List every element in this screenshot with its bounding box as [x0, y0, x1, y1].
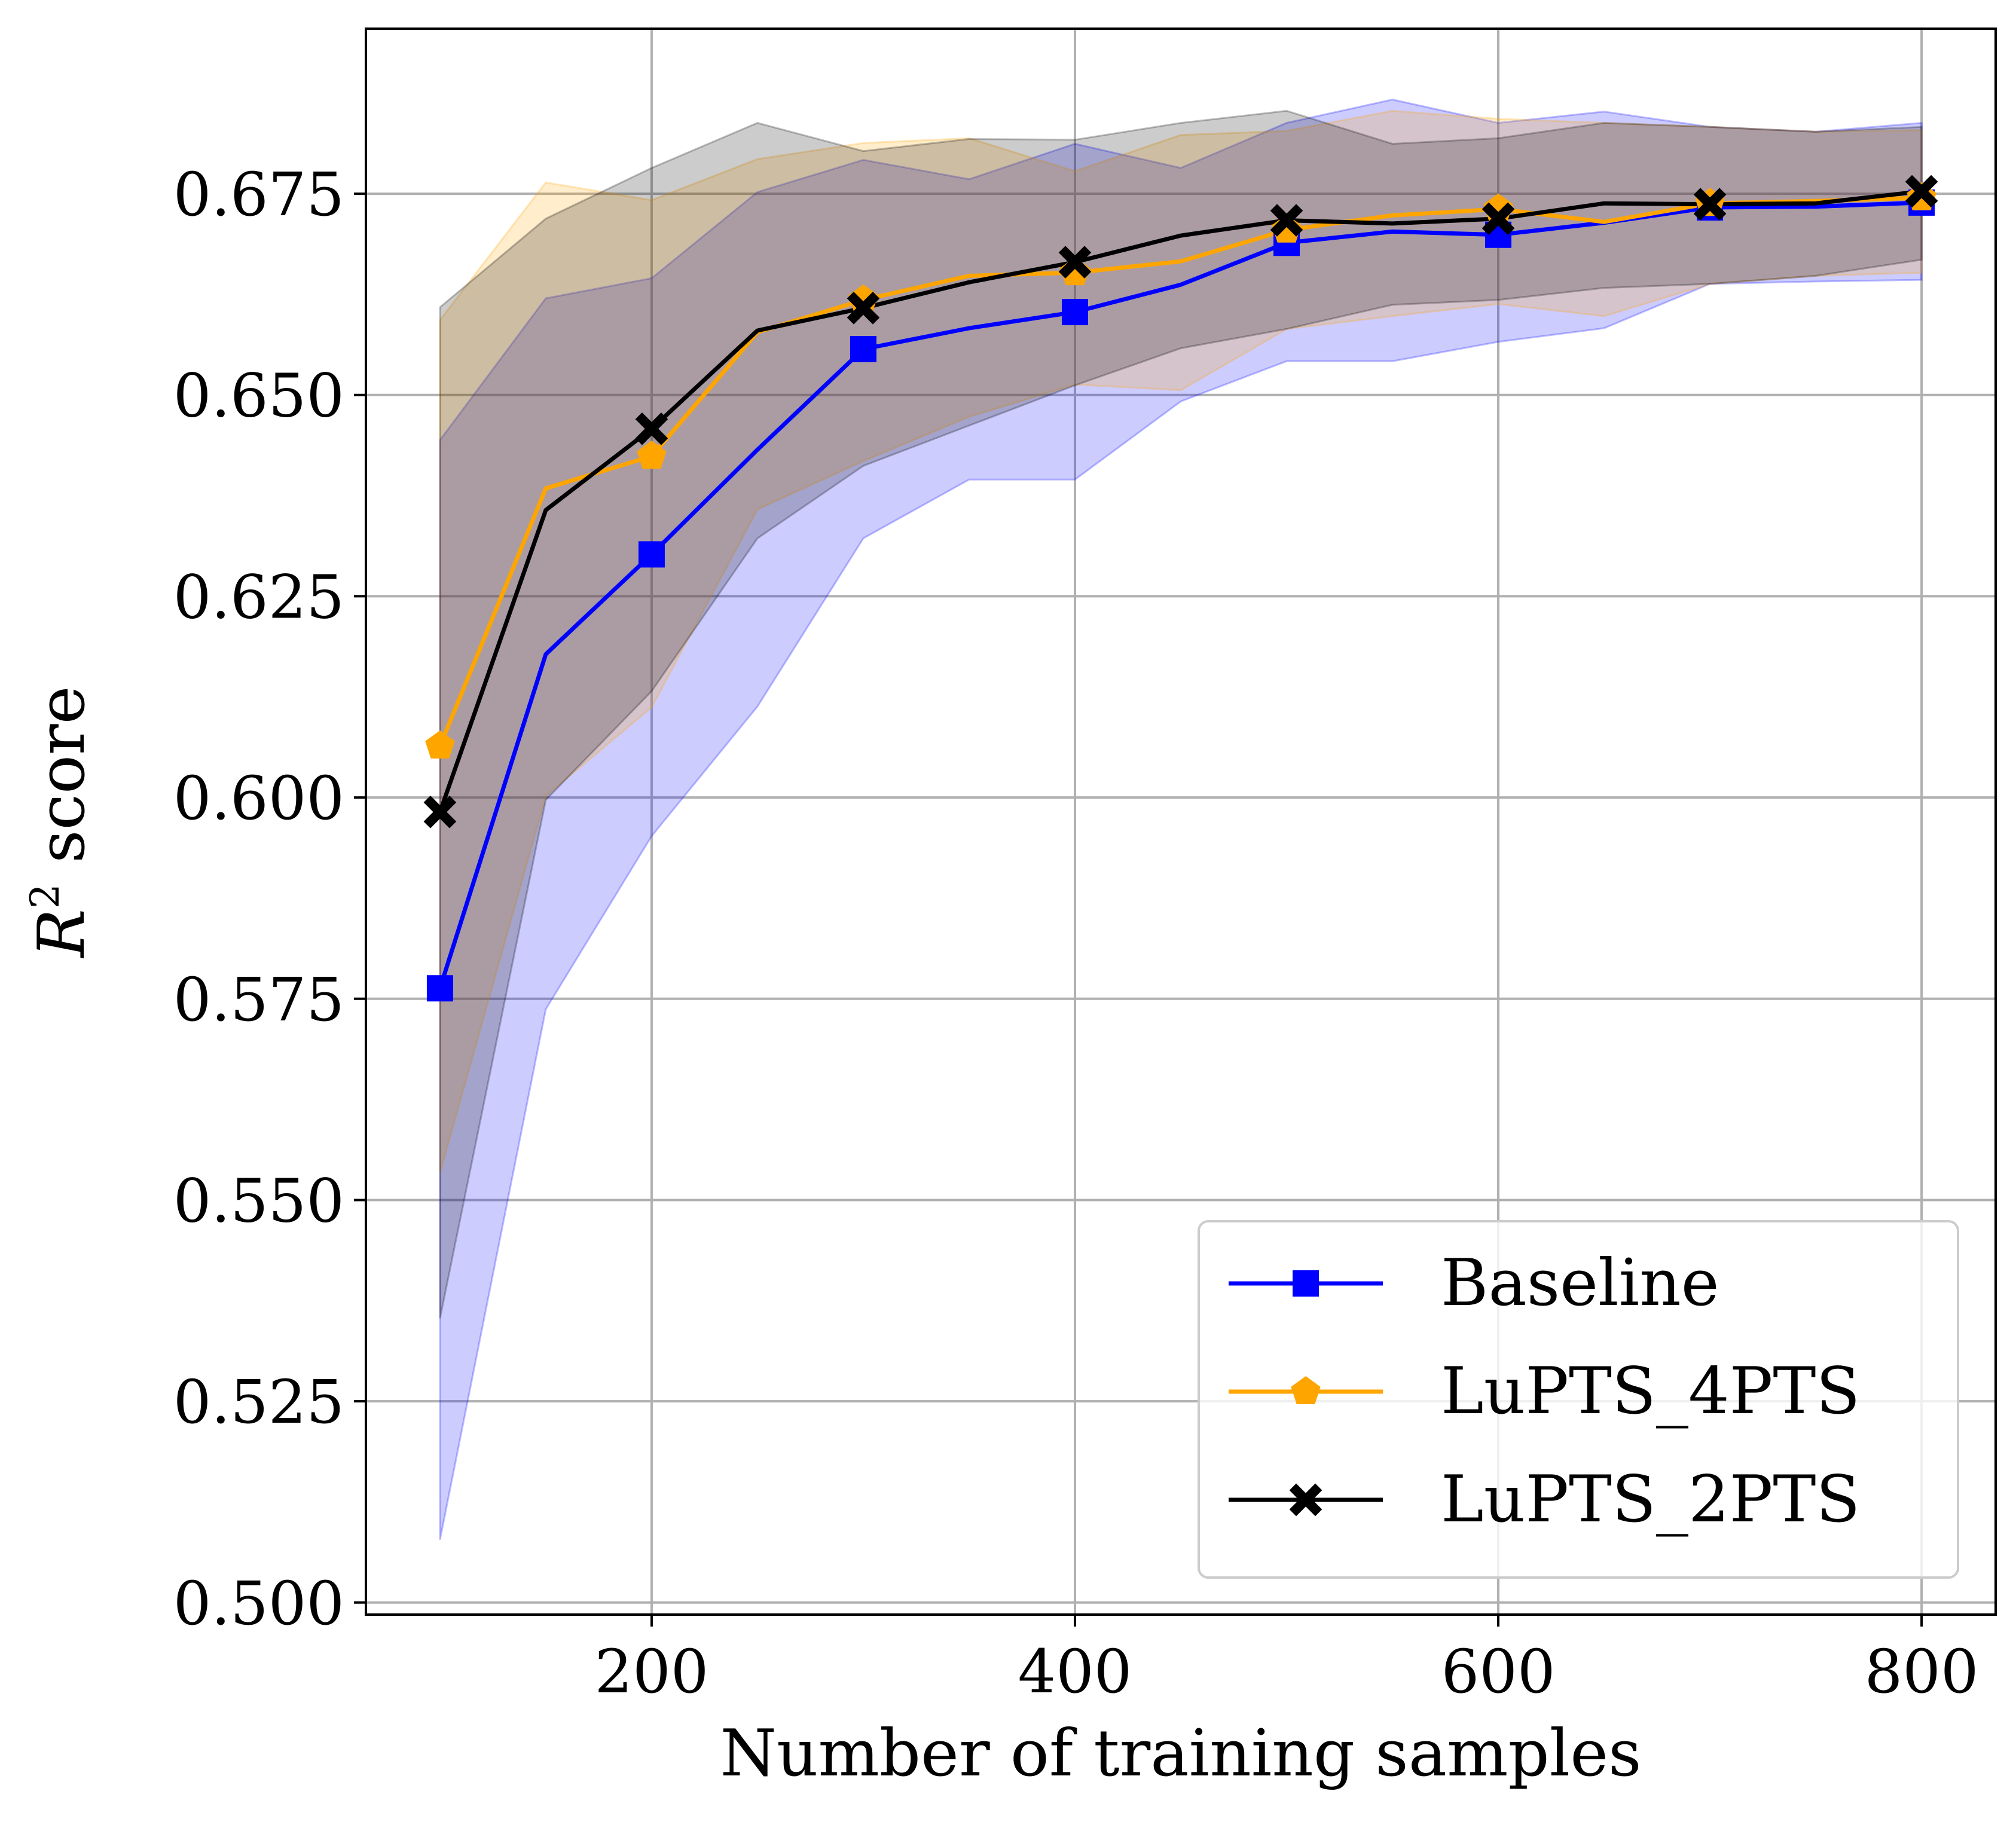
y-tick-label: 0.650 — [173, 361, 344, 431]
legend-box — [1198, 1220, 1959, 1579]
y-axis-label-sup: 2 — [22, 884, 68, 909]
legend-label-baseline: Baseline — [1441, 1246, 1719, 1320]
y-axis-label-main: R — [25, 909, 99, 958]
x-tick-label: 200 — [594, 1637, 708, 1707]
plot-frame — [365, 27, 1997, 1616]
legend-label-lupts-2pts: LuPTS_2PTS — [1441, 1462, 1860, 1537]
y-axis-label: R2 score — [22, 686, 99, 958]
lupts-4pts-line — [438, 195, 1922, 747]
lupts-2pts-marker — [1482, 202, 1515, 236]
y-tick-label: 0.525 — [173, 1367, 344, 1437]
baseline-marker — [1061, 299, 1088, 326]
y-tick-label: 0.575 — [173, 965, 344, 1035]
lupts-2pts-marker — [1905, 175, 1938, 208]
x-tick-label: 400 — [1018, 1637, 1132, 1707]
baseline-marker — [638, 541, 665, 568]
legend-marker-lupts-4pts — [1291, 1376, 1321, 1404]
y-tick-label: 0.600 — [173, 763, 344, 833]
baseline-marker — [850, 335, 876, 362]
x-tick-label: 600 — [1441, 1637, 1556, 1707]
lupts-2pts-marker — [423, 796, 457, 829]
y-axis-label-rest: score — [25, 686, 99, 884]
confidence-bands — [439, 98, 1923, 1540]
baseline-line — [438, 200, 1922, 989]
lupts-2pts-marker — [847, 291, 880, 325]
legend-marker-lupts-2pts — [1289, 1483, 1322, 1517]
lupts-2pts-marker — [1058, 246, 1092, 279]
y-tick-label: 0.500 — [173, 1569, 344, 1639]
legend-label-lupts-4pts: LuPTS_4PTS — [1441, 1354, 1860, 1429]
grid — [366, 29, 1996, 1615]
lupts-4pts-band — [439, 109, 1923, 1173]
axis-ticks: 0.500 0.525 0.550 0.575 0.600 0.625 0.650 0.675… — [173, 160, 1979, 1707]
legend-marker-baseline — [1293, 1270, 1319, 1297]
baseline-band — [439, 98, 1923, 1540]
lupts-2pts-marker — [1693, 188, 1727, 221]
lupts-2pts-marker — [1270, 204, 1303, 237]
y-tick-label: 0.550 — [173, 1166, 344, 1236]
lupts-2pts-marker — [635, 412, 668, 445]
lupts-4pts-marker — [425, 730, 455, 759]
lupts-2pts-line — [438, 189, 1922, 813]
series-markers — [423, 175, 1938, 1002]
y-tick-label: 0.625 — [173, 562, 344, 632]
x-axis-label: Number of training samples — [720, 1716, 1641, 1791]
x-tick-label: 800 — [1865, 1637, 1979, 1707]
legend: Baseline LuPTS_4PTS LuPTS_2PTS — [1198, 1220, 1959, 1579]
baseline-marker — [426, 975, 453, 1002]
y-tick-label: 0.675 — [173, 160, 344, 230]
lupts-4pts-marker — [637, 441, 667, 469]
series-lines — [438, 189, 1922, 989]
lupts-2pts-band — [439, 109, 1923, 1319]
